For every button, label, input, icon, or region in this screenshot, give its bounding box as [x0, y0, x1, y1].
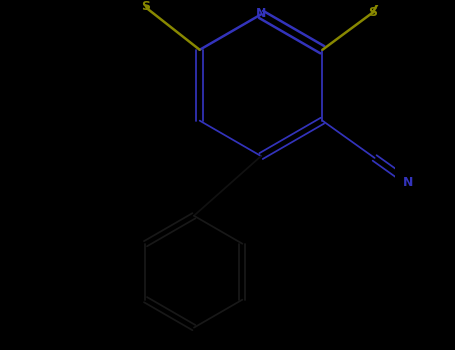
Text: S: S	[368, 6, 377, 19]
Text: N: N	[403, 176, 414, 189]
Text: S: S	[141, 0, 150, 13]
Text: N: N	[256, 7, 266, 20]
